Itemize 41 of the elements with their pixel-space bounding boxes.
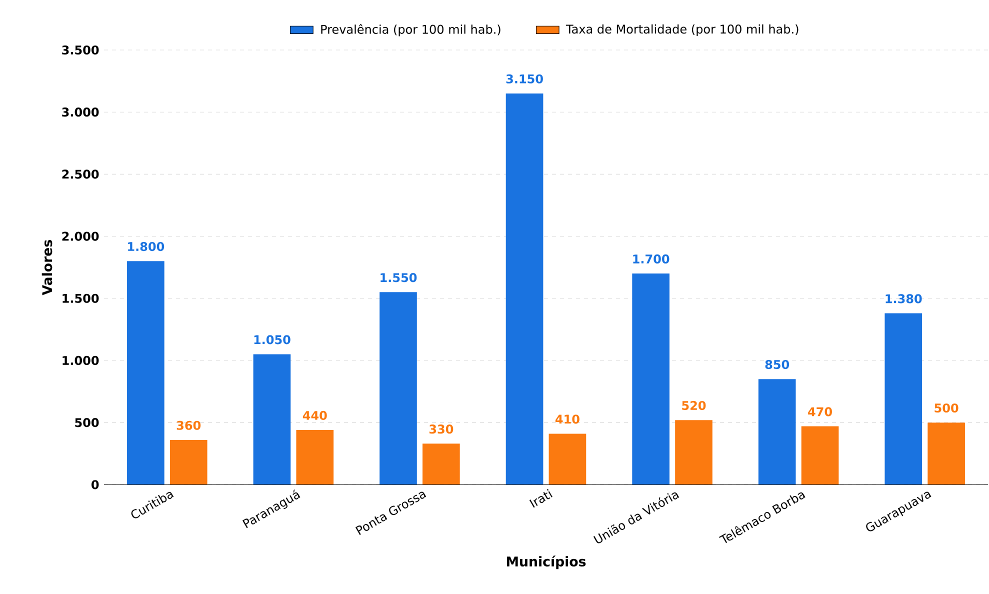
legend-label: Prevalência (por 100 mil hab.) <box>321 24 500 36</box>
y-tick-label: 0 <box>92 480 99 490</box>
data-label: 1.800 <box>128 242 164 252</box>
data-label: 440 <box>302 410 327 420</box>
data-label: 360 <box>176 420 201 430</box>
data-label: 500 <box>934 403 958 413</box>
data-label: 410 <box>555 414 580 424</box>
y-tick-label: 2.000 <box>62 232 99 241</box>
bar <box>884 313 922 485</box>
y-tick-label: 2.500 <box>62 170 99 179</box>
y-tick-label: 500 <box>75 418 99 428</box>
bar <box>548 434 586 485</box>
data-label: 3.150 <box>506 74 543 84</box>
data-label: 1.050 <box>254 335 290 344</box>
data-label: 850 <box>765 360 790 370</box>
bar <box>253 354 291 485</box>
bar <box>380 292 417 485</box>
bar <box>928 422 965 485</box>
data-label: 1.550 <box>380 273 417 282</box>
bar <box>801 426 839 485</box>
bar <box>632 274 670 485</box>
data-label: 520 <box>682 400 706 410</box>
data-label: 1.700 <box>633 254 670 264</box>
y-tick-label: 3.500 <box>62 45 99 55</box>
y-tick-label: 3.000 <box>62 108 99 117</box>
bar <box>296 430 334 485</box>
x-tick-label: Irati <box>529 488 552 508</box>
y-axis-title: Valores <box>42 240 52 296</box>
bar <box>422 444 460 485</box>
x-axis-title: Municípios <box>506 556 586 570</box>
y-tick-label: 1.000 <box>62 356 99 366</box>
bar <box>506 93 544 485</box>
bar <box>758 379 796 485</box>
data-label: 330 <box>429 424 454 434</box>
data-label: 470 <box>808 407 832 416</box>
bar <box>170 440 208 485</box>
bar <box>675 420 712 485</box>
y-tick-label: 1.500 <box>62 294 99 303</box>
bar <box>127 261 164 485</box>
legend-label: Taxa de Mortalidade (por 100 mil hab.) <box>566 24 798 36</box>
data-label: 1.380 <box>886 294 922 304</box>
